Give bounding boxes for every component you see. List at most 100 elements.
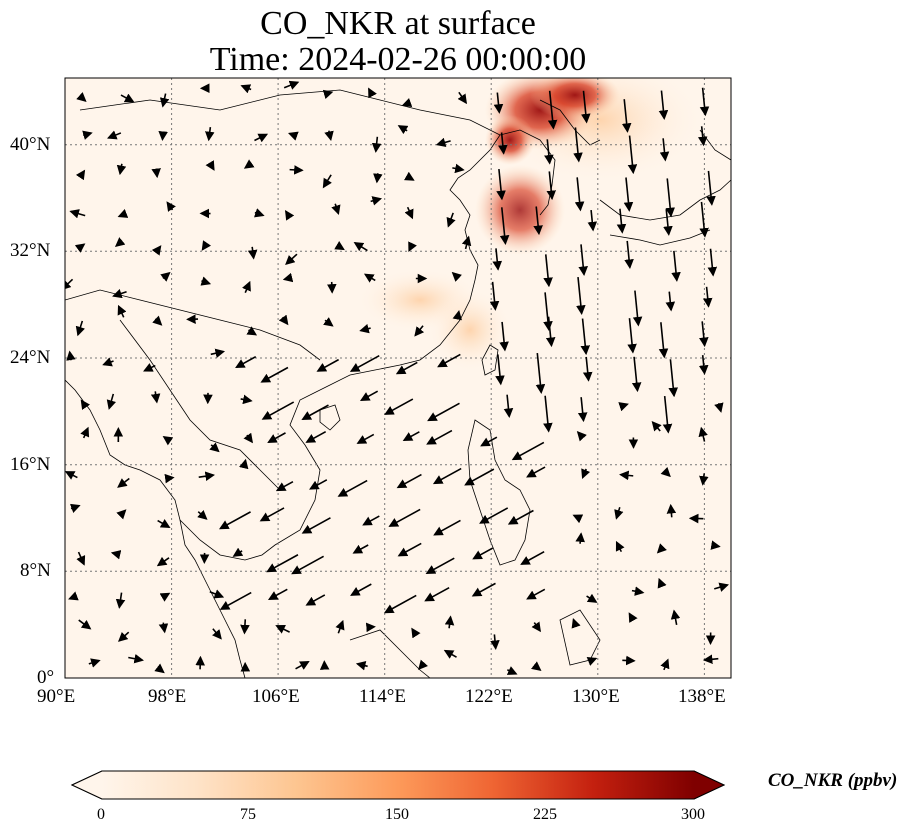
- wind-arrow: [499, 207, 510, 246]
- wind-arrow: [616, 208, 627, 234]
- wind-arrow: [530, 661, 542, 672]
- wind-arrow: [544, 139, 554, 165]
- wind-arrow: [492, 248, 503, 271]
- wind-arrow: [495, 354, 505, 386]
- map-title: CO_NKR at surface: [260, 5, 536, 42]
- wind-arrow: [582, 356, 593, 382]
- wind-arrow: [651, 421, 662, 432]
- lon-tick-130: 130°E: [572, 686, 620, 707]
- wind-arrow: [164, 473, 175, 484]
- wind-arrow: [80, 426, 90, 439]
- wind-arrow: [444, 615, 455, 629]
- wind-arrow: [232, 547, 244, 557]
- wind-arrow: [243, 159, 255, 169]
- wind-arrow: [267, 432, 286, 443]
- wind-arrow: [78, 619, 92, 630]
- wind-arrow: [106, 393, 117, 410]
- wind-arrow: [156, 556, 170, 567]
- wind-arrow: [349, 355, 380, 372]
- colorbar-extend-low: [72, 771, 102, 799]
- wind-arrow: [660, 466, 671, 478]
- wind-arrow: [619, 470, 634, 481]
- colorbar-body: [102, 771, 694, 799]
- wind-arrow: [395, 361, 418, 375]
- wind-arrow: [68, 591, 79, 601]
- wind-arrow: [614, 507, 624, 520]
- wind-arrow: [82, 130, 93, 140]
- wind-arrow: [411, 627, 421, 639]
- wind-arrow: [75, 320, 85, 337]
- wind-arrow: [658, 322, 669, 359]
- wind-arrow: [533, 206, 543, 236]
- wind-arrow: [499, 321, 509, 352]
- wind-arrow: [74, 243, 86, 253]
- wind-arrow: [150, 391, 161, 404]
- wind-arrow: [159, 592, 171, 602]
- lon-tick-114: 114°E: [359, 686, 406, 707]
- wind-arrow: [240, 394, 253, 405]
- wind-arrow: [426, 429, 453, 445]
- wind-arrow: [106, 130, 122, 140]
- wind-arrow: [205, 127, 215, 142]
- wind-arrow: [210, 348, 226, 358]
- wind-arrow: [102, 357, 114, 367]
- wind-arrow: [699, 321, 709, 348]
- wind-arrow: [322, 89, 334, 100]
- wind-arrow: [707, 248, 718, 277]
- lat-tick-40: 40°N: [10, 134, 51, 155]
- wind-arrow: [656, 543, 667, 554]
- wind-arrow: [506, 666, 518, 675]
- wind-arrow: [112, 288, 127, 299]
- wind-arrow: [65, 278, 74, 291]
- wind-arrow: [671, 250, 681, 282]
- wind-arrow: [511, 441, 545, 461]
- colorbar-tick-75: 75: [240, 806, 256, 823]
- wind-arrow: [197, 509, 208, 520]
- wind-arrow: [714, 582, 730, 592]
- wind-arrow: [632, 290, 643, 327]
- wind-arrow: [285, 253, 298, 265]
- lon-tick-106: 106°E: [252, 686, 300, 707]
- wind-arrow: [157, 519, 171, 528]
- wind-arrow: [576, 276, 586, 315]
- wind-arrow: [218, 511, 251, 530]
- wind-arrow: [291, 555, 324, 575]
- wind-arrow: [546, 171, 557, 201]
- wind-arrow: [425, 557, 455, 574]
- lat-tick-0: 0°: [37, 667, 55, 688]
- wind-arrow: [301, 404, 329, 421]
- lat-tick-32: 32°N: [10, 240, 51, 261]
- wind-arrow: [75, 169, 86, 181]
- wind-arrow: [576, 431, 587, 442]
- wind-arrow: [587, 210, 598, 232]
- wind-arrow: [543, 395, 553, 433]
- wind-arrow: [427, 402, 460, 422]
- wind-arrow: [662, 395, 673, 434]
- wind-arrow: [154, 663, 165, 674]
- wind-arrow: [489, 281, 500, 311]
- wind-arrow: [247, 246, 258, 260]
- wind-arrow: [471, 582, 496, 597]
- wind-arrow: [623, 177, 634, 212]
- wind-arrow: [350, 583, 372, 596]
- wind-arrow: [117, 477, 130, 488]
- wind-arrow: [543, 292, 553, 332]
- wind-arrow: [665, 178, 675, 218]
- wind-arrow: [615, 540, 625, 553]
- wind-arrow: [158, 130, 168, 141]
- wind-arrow: [117, 304, 127, 318]
- wind-arrow: [370, 196, 383, 206]
- wind-arrow: [242, 280, 251, 293]
- wind-arrow: [702, 286, 713, 308]
- wind-arrow: [432, 467, 462, 485]
- wind-arrow: [424, 586, 450, 602]
- wind-arrow: [493, 92, 504, 114]
- wind-arrow: [706, 170, 716, 206]
- wind-arrow: [362, 515, 380, 526]
- wind-arrow: [240, 84, 252, 94]
- wind-arrow: [496, 168, 506, 201]
- wind-arrow: [580, 318, 591, 356]
- wind-arrow: [159, 93, 170, 108]
- wind-arrow: [397, 542, 422, 557]
